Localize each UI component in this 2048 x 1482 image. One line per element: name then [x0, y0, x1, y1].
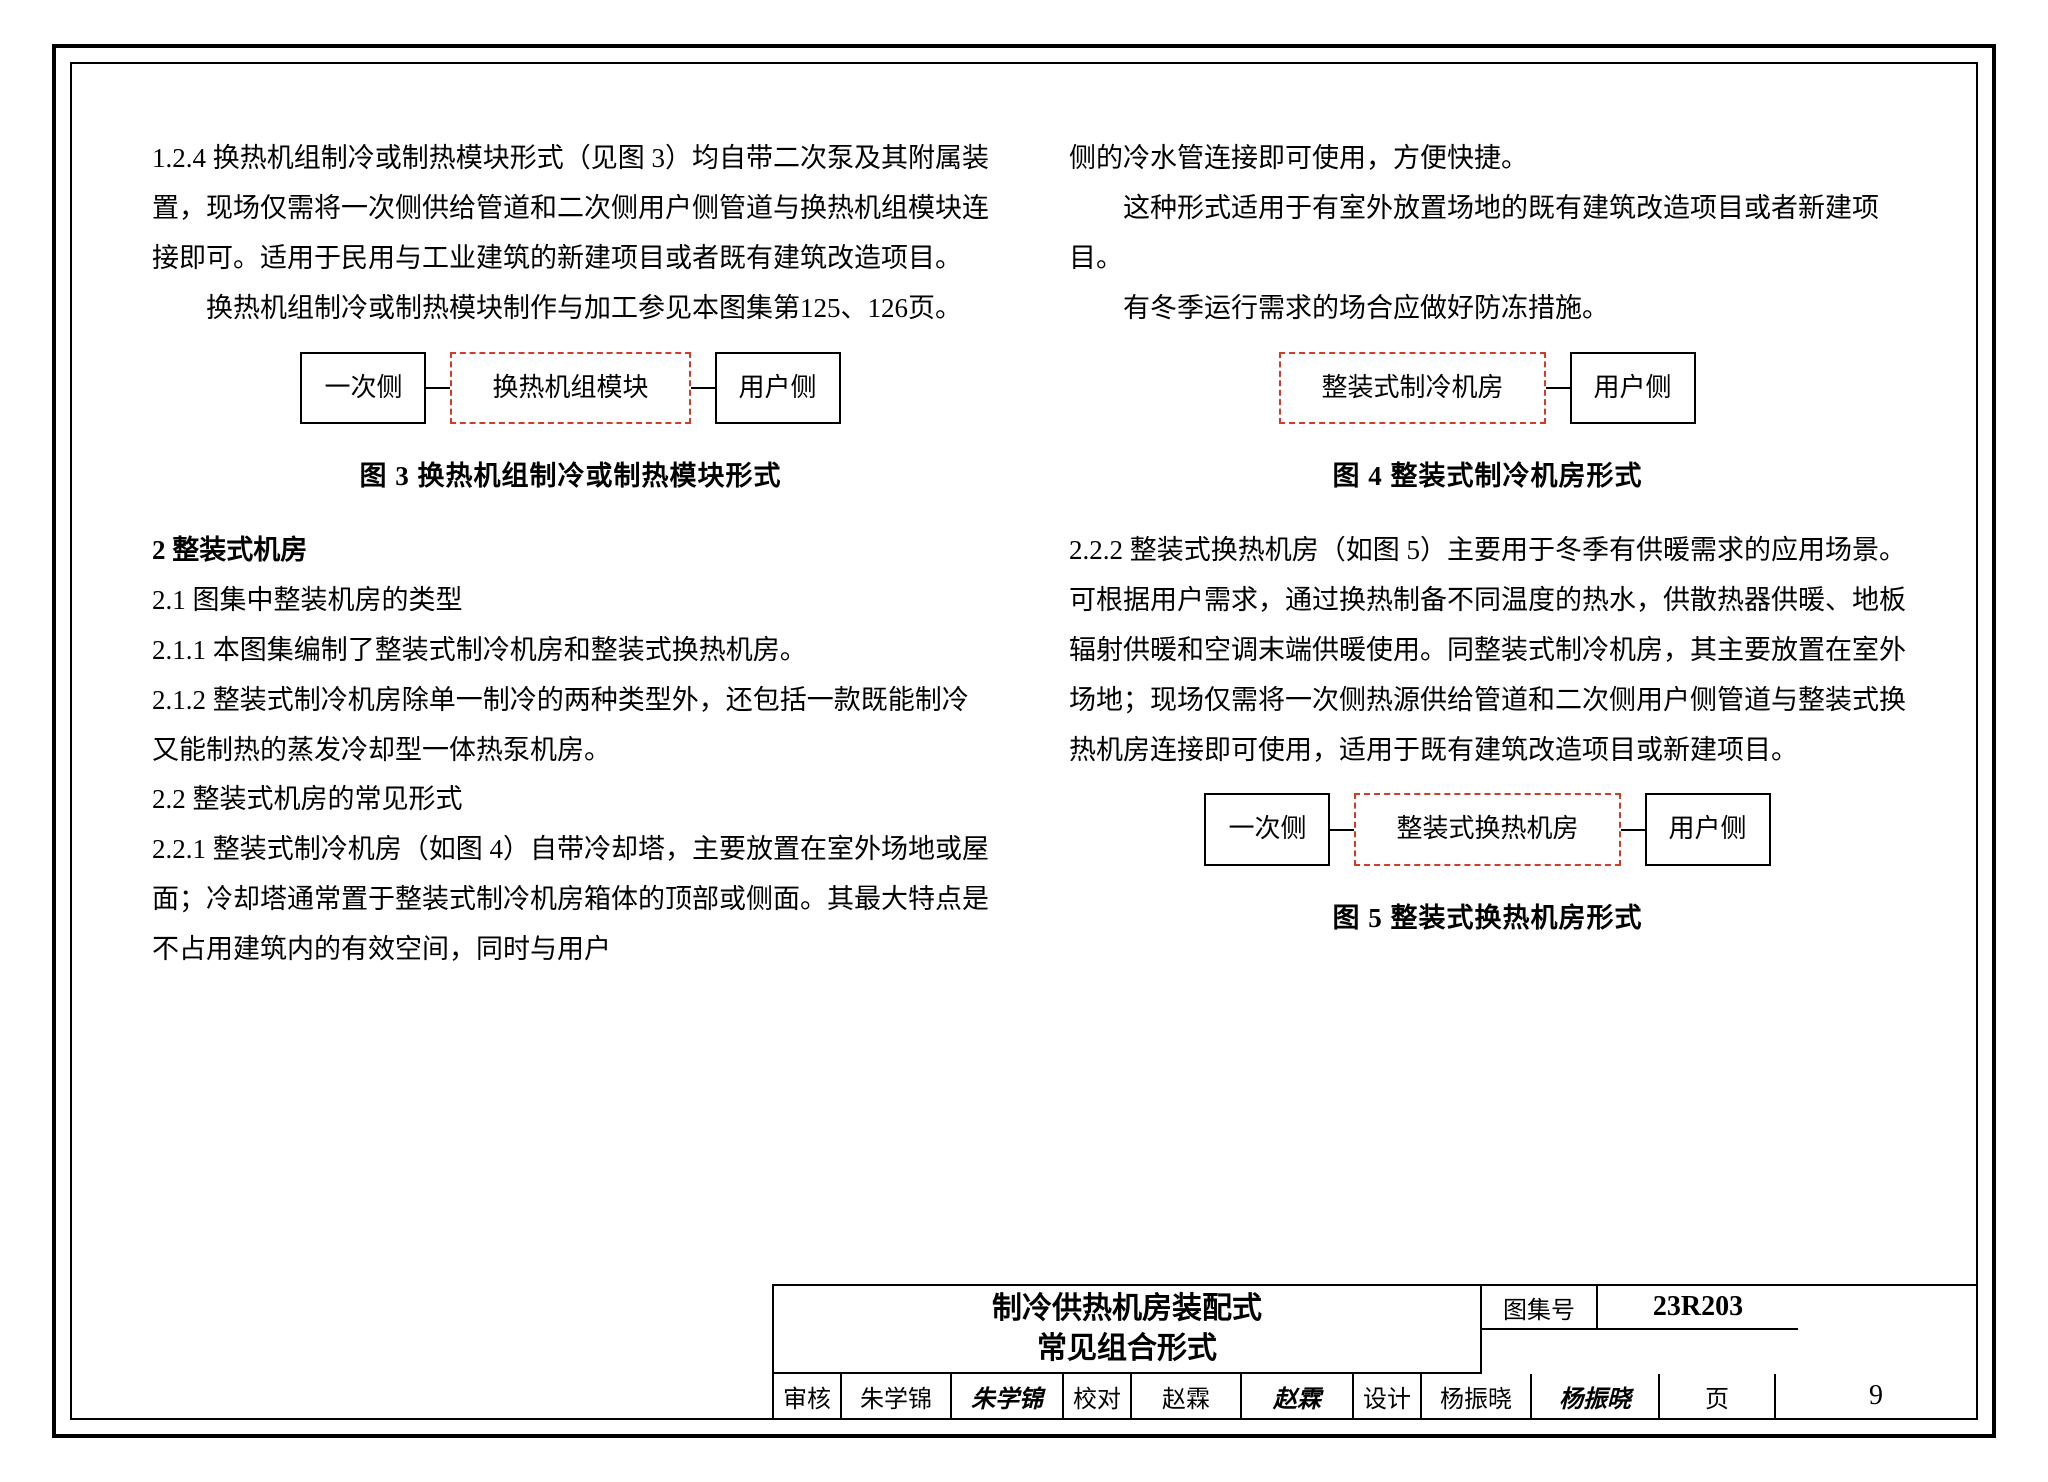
para-2-1-2: 2.1.2 整装式制冷机房除单一制冷的两种类型外，还包括一款既能制冷又能制热的蒸… [152, 676, 989, 776]
left-column: 1.2.4 换热机组制冷或制热模块形式（见图 3）均自带二次泵及其附属装置，现场… [152, 134, 989, 1278]
check-name: 赵霖 [1132, 1374, 1242, 1418]
design-name: 杨振晓 [1422, 1374, 1532, 1418]
content-columns: 1.2.4 换热机组制冷或制热模块形式（见图 3）均自带二次泵及其附属装置，现场… [152, 134, 1906, 1278]
figure-5: 一次侧 整装式换热机房 用户侧 [1069, 793, 1906, 865]
review-name: 朱学锦 [842, 1374, 952, 1418]
para-outdoor-scope: 这种形式适用于有室外放置场地的既有建筑改造项目或者新建项目。 [1069, 184, 1906, 284]
figure-5-diagram: 一次侧 整装式换热机房 用户侧 [1204, 793, 1770, 865]
drawing-title-block: 制冷供热机房装配式 常见组合形式 图集号 23R203 审核 朱学锦 朱学锦 校… [772, 1284, 1976, 1418]
titleblock-row-2: 审核 朱学锦 朱学锦 校对 赵霖 赵霖 设计 杨振晓 杨振晓 页 9 [774, 1374, 1976, 1418]
fig3-box-mid: 换热机组模块 [450, 352, 690, 424]
figure-4-diagram: 整装式制冷机房 用户侧 [1279, 352, 1695, 424]
page-inner-frame: 1.2.4 换热机组制冷或制热模块形式（见图 3）均自带二次泵及其附属装置，现场… [70, 62, 1978, 1420]
fig5-box-mid: 整装式换热机房 [1354, 793, 1620, 865]
heading-2: 2 整装式机房 [152, 526, 989, 576]
set-number-value: 23R203 [1598, 1286, 1798, 1330]
connector [1621, 829, 1645, 831]
drawing-title-line-2: 常见组合形式 [1037, 1332, 1217, 1365]
para-ref-pages: 换热机组制冷或制热模块制作与加工参见本图集第125、126页。 [152, 284, 989, 334]
connector [1330, 829, 1354, 831]
titleblock-row-1: 制冷供热机房装配式 常见组合形式 图集号 23R203 [774, 1286, 1976, 1374]
figure-3: 一次侧 换热机组模块 用户侧 [152, 352, 989, 424]
connector [1546, 387, 1570, 389]
fig3-box-right: 用户侧 [715, 352, 841, 424]
figure-5-caption: 图 5 整装式换热机房形式 [1069, 894, 1906, 944]
drawing-title: 制冷供热机房装配式 常见组合形式 [774, 1286, 1482, 1374]
check-label: 校对 [1064, 1374, 1132, 1418]
figure-4-caption: 图 4 整装式制冷机房形式 [1069, 452, 1906, 502]
connector [426, 387, 450, 389]
page-label: 页 [1660, 1374, 1776, 1418]
design-signature: 杨振晓 [1532, 1374, 1660, 1418]
set-number-label: 图集号 [1482, 1286, 1598, 1330]
connector [691, 387, 715, 389]
fig5-box-right: 用户侧 [1645, 793, 1771, 865]
page-number: 9 [1776, 1374, 1976, 1418]
para-antifreeze: 有冬季运行需求的场合应做好防冻措施。 [1069, 284, 1906, 334]
check-signature: 赵霖 [1242, 1374, 1354, 1418]
fig5-box-left: 一次侧 [1204, 793, 1330, 865]
design-label: 设计 [1354, 1374, 1422, 1418]
drawing-title-line-1: 制冷供热机房装配式 [992, 1292, 1262, 1325]
para-2-2-1: 2.2.1 整装式制冷机房（如图 4）自带冷却塔，主要放置在室外场地或屋面；冷却… [152, 825, 989, 975]
para-2-2-1-cont: 侧的冷水管连接即可使用，方便快捷。 [1069, 134, 1906, 184]
para-2-1-1: 2.1.1 本图集编制了整装式制冷机房和整装式换热机房。 [152, 626, 989, 676]
fig3-box-left: 一次侧 [300, 352, 426, 424]
fig4-box-mid: 整装式制冷机房 [1279, 352, 1545, 424]
review-label: 审核 [774, 1374, 842, 1418]
right-column: 侧的冷水管连接即可使用，方便快捷。 这种形式适用于有室外放置场地的既有建筑改造项… [1069, 134, 1906, 1278]
figure-3-diagram: 一次侧 换热机组模块 用户侧 [300, 352, 840, 424]
figure-4: 整装式制冷机房 用户侧 [1069, 352, 1906, 424]
fig4-box-right: 用户侧 [1570, 352, 1696, 424]
page-outer-frame: 1.2.4 换热机组制冷或制热模块形式（见图 3）均自带二次泵及其附属装置，现场… [52, 44, 1996, 1438]
para-2-1: 2.1 图集中整装机房的类型 [152, 576, 989, 626]
figure-3-caption: 图 3 换热机组制冷或制热模块形式 [152, 452, 989, 502]
review-signature: 朱学锦 [952, 1374, 1064, 1418]
para-2-2: 2.2 整装式机房的常见形式 [152, 775, 989, 825]
para-1-2-4: 1.2.4 换热机组制冷或制热模块形式（见图 3）均自带二次泵及其附属装置，现场… [152, 134, 989, 284]
para-2-2-2: 2.2.2 整装式换热机房（如图 5）主要用于冬季有供暖需求的应用场景。可根据用… [1069, 526, 1906, 776]
